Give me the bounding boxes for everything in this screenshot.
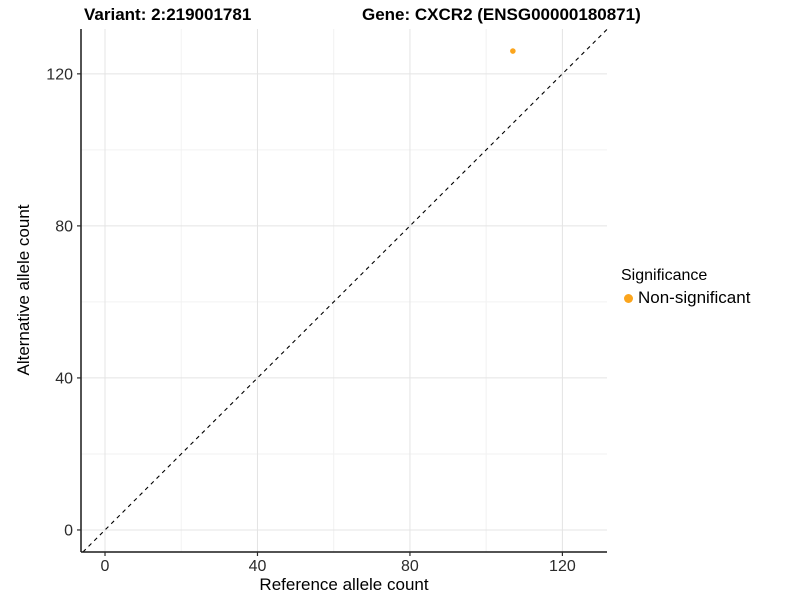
x-tick-label: 80 [401,558,419,575]
identity-reference-line [82,28,608,553]
y-tick-label: 0 [64,522,73,539]
x-axis-title: Reference allele count [259,575,429,594]
y-tick-label: 120 [46,66,73,83]
x-tick-label: 120 [549,558,576,575]
legend-point-icon [624,293,633,303]
legend: Significance Non-significant [621,267,750,308]
plot-title-variant: Variant: 2:219001781 [84,5,252,24]
y-tick-label: 40 [55,370,73,387]
plot-title-gene: Gene: CXCR2 (ENSG00000180871) [362,5,641,24]
legend-title: Significance [621,267,708,284]
data-point [510,48,516,54]
legend-item-label: Non-significant [638,288,751,307]
x-tick-label: 40 [249,558,267,575]
legend-item-non-significant: Non-significant [621,288,750,308]
y-tick-label: 80 [55,218,73,235]
x-tick-label: 0 [101,558,110,575]
